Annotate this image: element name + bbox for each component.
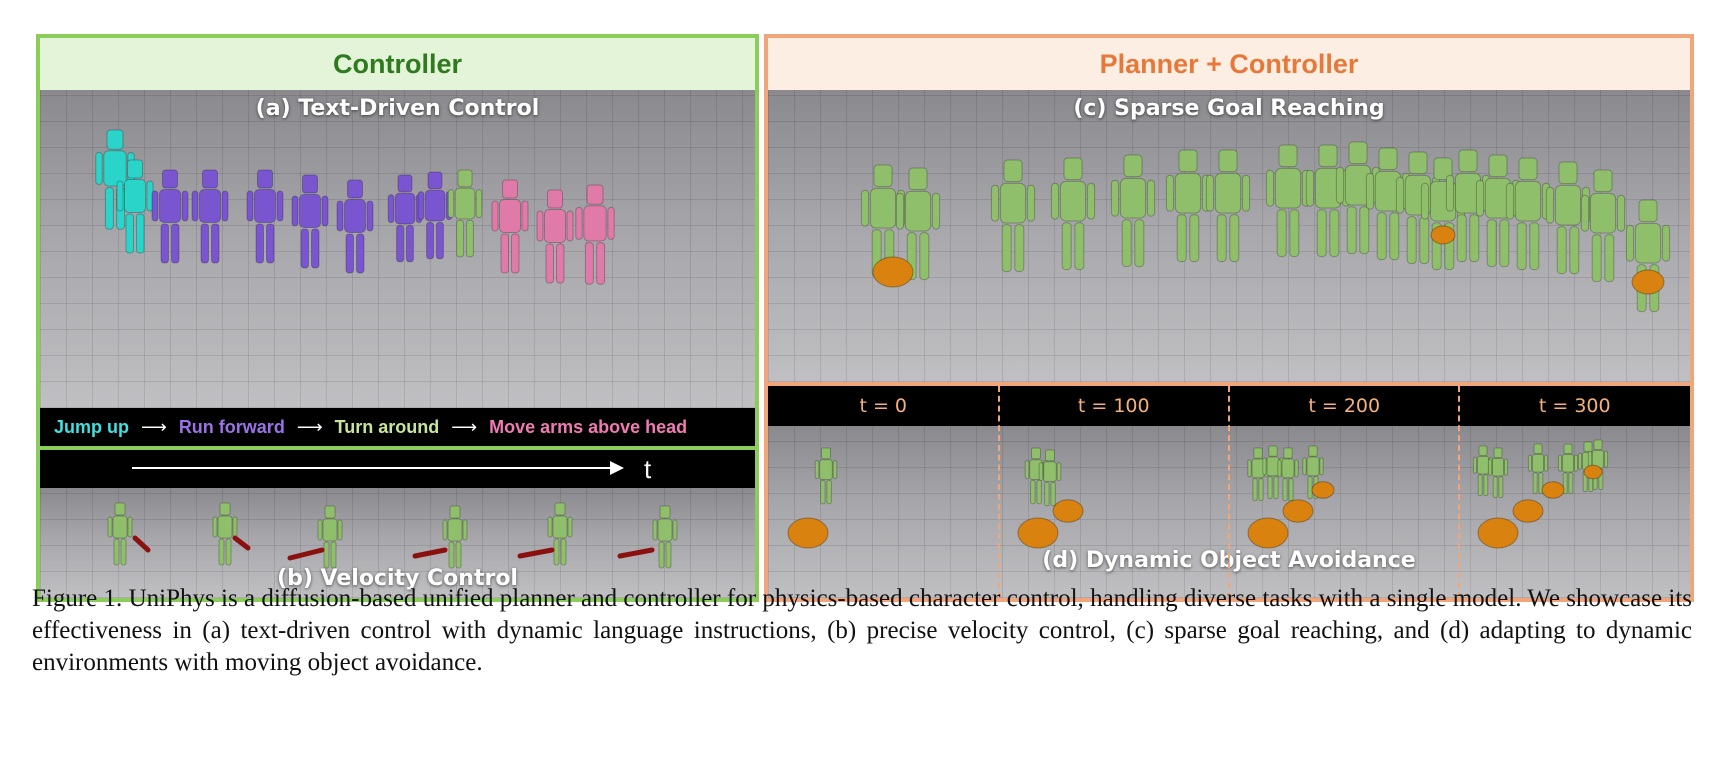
obstacle-ball — [1541, 481, 1565, 499]
character-figure — [1445, 149, 1491, 263]
character-figure — [107, 502, 133, 566]
character-figure — [1487, 447, 1509, 499]
character-figure — [491, 179, 529, 274]
character-figure — [814, 447, 838, 505]
character-figure — [1262, 445, 1284, 500]
obstacle-ball — [787, 517, 829, 549]
sparse-goal-reaching-scene: (c) Sparse Goal Reaching — [768, 90, 1690, 382]
character-figure — [1247, 447, 1269, 502]
velocity-arrow — [287, 547, 325, 561]
character-figure — [442, 505, 468, 569]
character-figure — [990, 159, 1036, 273]
character-figure — [1277, 447, 1299, 502]
controller-panel: Controller (a) Text-Driven Control Jump … — [36, 34, 759, 602]
character-figure — [652, 505, 678, 569]
character-figure — [1475, 154, 1521, 268]
time-step-200: t = 200 — [1308, 395, 1381, 417]
character-figure — [387, 174, 423, 263]
character-figure — [575, 184, 615, 285]
character-figure — [1580, 169, 1626, 283]
character-figure — [1038, 449, 1062, 507]
planner-controller-title: Planner + Controller — [768, 38, 1690, 90]
character-figure — [212, 502, 238, 566]
time-step-0: t = 0 — [859, 395, 908, 417]
instruction-turn-around: Turn around — [334, 416, 440, 437]
character-figure — [1305, 144, 1351, 258]
obstacle-ball — [1017, 517, 1059, 549]
scene-c-label: (c) Sparse Goal Reaching — [1073, 96, 1385, 121]
frame-divider — [1228, 386, 1230, 598]
obstacle-ball — [1247, 517, 1289, 549]
character-figure — [1265, 144, 1311, 258]
frame-divider — [998, 386, 1000, 598]
obstacle-ball — [1583, 464, 1603, 480]
character-figure — [291, 174, 329, 269]
obstacle-ball — [1477, 517, 1519, 549]
velocity-arrow — [232, 535, 251, 551]
velocity-arrow — [132, 535, 151, 553]
character-figure — [191, 169, 229, 264]
character-figure — [317, 505, 343, 569]
character-figure — [1557, 443, 1579, 495]
character-figure — [1110, 154, 1156, 268]
text-driven-characters — [95, 129, 615, 285]
arrow-icon: ⟶ — [141, 416, 167, 437]
character-figure — [1205, 149, 1251, 263]
character-figure — [1165, 149, 1211, 263]
avoidance-characters — [787, 439, 1609, 549]
velocity-arrow — [517, 547, 555, 559]
controller-title: Controller — [40, 38, 755, 90]
text-driven-control-scene: (a) Text-Driven Control — [40, 90, 755, 408]
time-axis-label: t — [644, 454, 652, 484]
character-figure — [1472, 445, 1494, 497]
character-figure — [1545, 161, 1591, 275]
obstacle-ball — [1052, 499, 1084, 523]
character-figure — [1302, 445, 1324, 500]
figure-caption: Figure 1. UniPhys is a diffusion-based u… — [32, 585, 1692, 676]
obstacle-ball — [1311, 481, 1335, 499]
instruction-run-forward: Run forward — [178, 416, 285, 437]
character-figure — [417, 171, 453, 260]
goal-reaching-characters — [860, 141, 1671, 313]
time-step-100: t = 100 — [1077, 395, 1150, 417]
character-figure — [547, 502, 573, 566]
arrow-icon: ⟶ — [451, 416, 478, 437]
velocity-control-scene: (b) Velocity Control — [40, 488, 755, 598]
time-arrow-icon — [132, 461, 624, 475]
character-figure — [151, 169, 189, 264]
planner-controller-panel: Planner + Controller (c) Sparse Goal Rea… — [764, 34, 1694, 602]
instruction-sequence: Jump up ⟶ Run forward ⟶ Turn around ⟶ Mo… — [40, 408, 755, 446]
arrow-icon: ⟶ — [296, 416, 323, 437]
divider — [40, 446, 755, 450]
character-figure — [1527, 443, 1549, 495]
velocity-characters — [107, 502, 678, 569]
obstacle-ball — [1282, 499, 1314, 523]
character-figure — [447, 169, 483, 258]
character-figure — [1050, 157, 1096, 271]
scene-a-label: (a) Text-Driven Control — [255, 96, 540, 121]
divider — [768, 382, 1690, 386]
character-figure — [246, 169, 284, 264]
velocity-arrow — [412, 547, 448, 559]
time-axis: t — [40, 450, 755, 488]
character-figure — [1587, 439, 1609, 491]
time-step-300: t = 300 — [1538, 395, 1611, 417]
character-figure — [536, 189, 574, 284]
velocity-arrow — [617, 547, 655, 559]
scene-b-label: (b) Velocity Control — [277, 566, 518, 591]
character-figure — [116, 159, 154, 254]
frame-divider — [1458, 386, 1460, 598]
obstacle-ball — [1512, 499, 1544, 523]
obstacle-ball — [1430, 225, 1456, 245]
obstacle-ball — [1631, 269, 1665, 295]
instruction-move-arms: Move arms above head — [489, 416, 688, 437]
obstacle-ball — [872, 256, 914, 288]
instruction-jump-up: Jump up — [54, 416, 129, 437]
character-figure — [336, 179, 374, 274]
character-figure — [1505, 157, 1551, 271]
character-figure — [1625, 199, 1671, 313]
